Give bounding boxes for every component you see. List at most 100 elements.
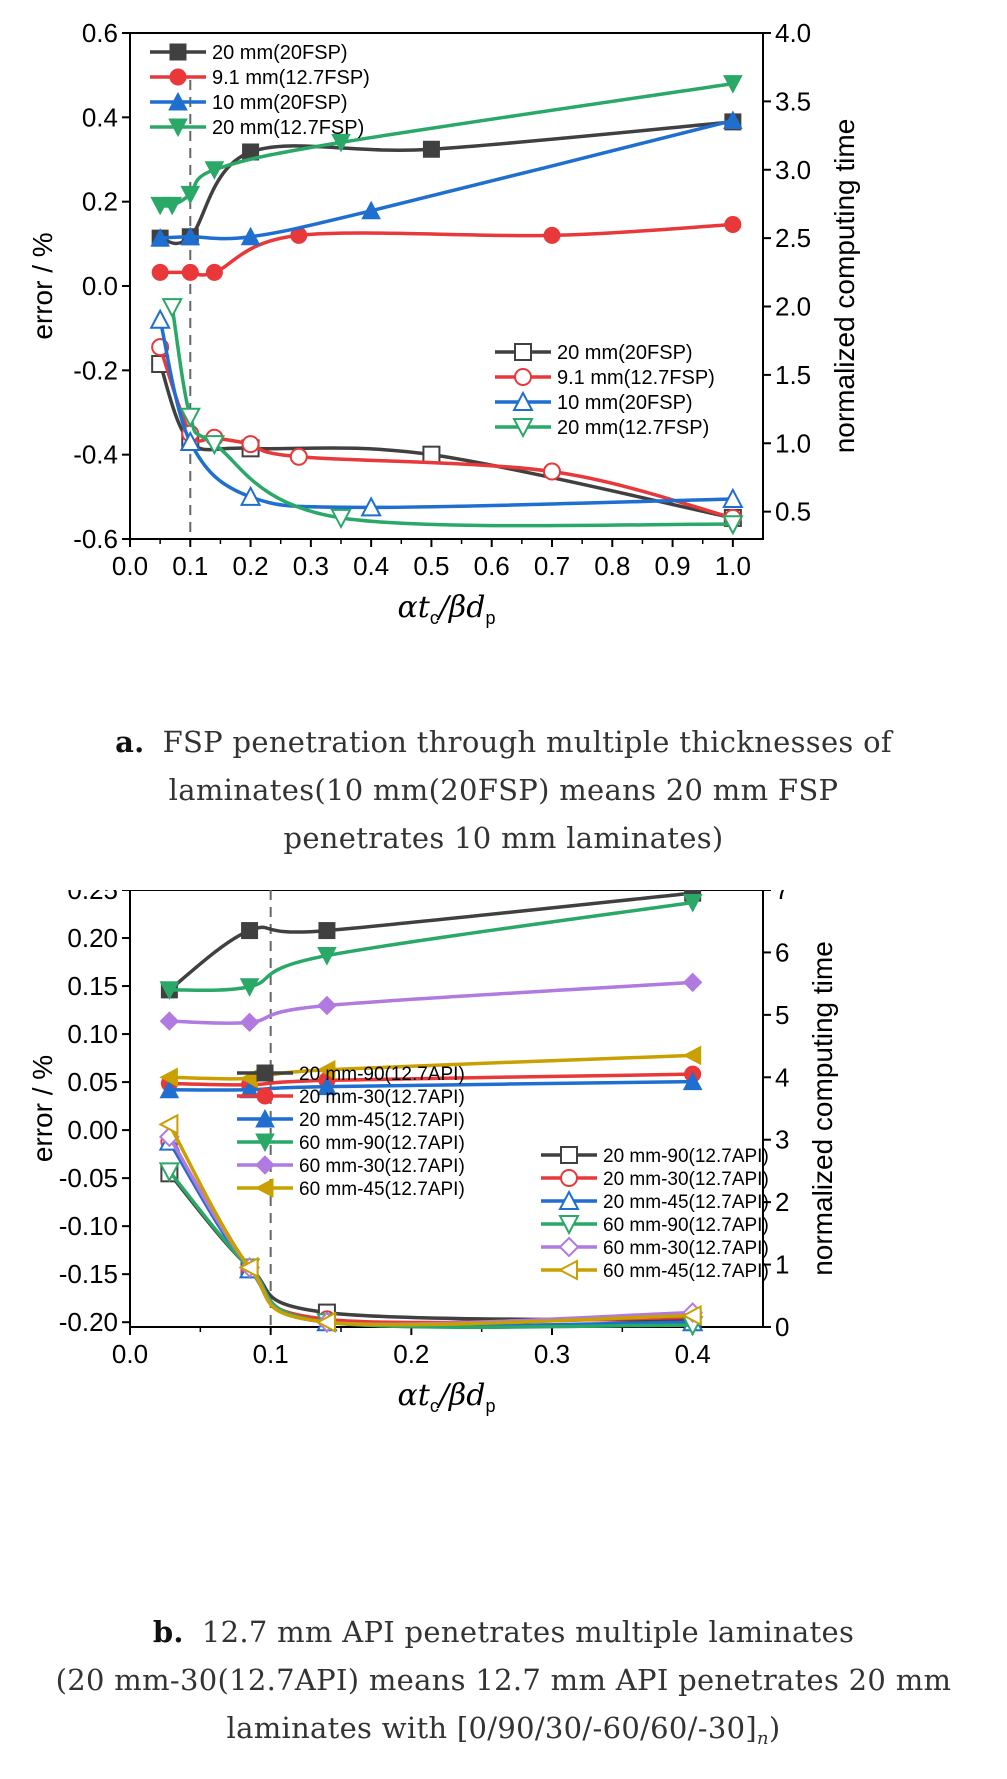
series-line [168,891,693,992]
data-point [317,995,337,1016]
legend-marker [558,1215,580,1236]
y2-tick-label: 4.0 [775,18,811,48]
legend-marker [256,1087,274,1105]
x-tick-label: 0.0 [112,551,148,581]
data-point [543,226,561,244]
data-point [239,978,260,997]
series-line [159,120,734,246]
legend-marker [514,343,532,361]
data-point [149,308,171,329]
legend-label: 60 mm-30(12.7API) [299,1156,465,1177]
chart-b-y2label: normalized computing time [807,941,838,1276]
chart-a-xlabel: αtc/βdp [398,590,496,628]
legend-label: 20 mm-30(12.7API) [299,1087,465,1108]
chart-b-ylabel: error / % [27,1055,58,1162]
chart-a: 0.0 0.1 0.2 0.3 0.4 0.5 0.6 0.7 0.8 0.9 1.0 -0.6 -0.… [0,0,1007,700]
chart-a-ylabel: error / % [27,232,58,339]
data-point [239,485,262,506]
chart-a-svg: 0.0 0.1 0.2 0.3 0.4 0.5 0.6 0.7 0.8 0.9 1.0 -0.6 -0.… [27,18,860,628]
data-point [543,462,561,481]
y2-tick-label: 0 [775,1312,789,1342]
legend-label: 10 mm(20FSP) [557,392,693,414]
y2-tick-label: 3.5 [775,86,811,116]
x-tick-label: 0.1 [253,1339,289,1369]
y2-tick-label: 1 [775,1250,789,1280]
y-tick-label: 0.4 [82,102,118,132]
caption-a-line-3: penetrates 10 mm laminates) [283,821,724,855]
legend-item: 20 mm(20FSP) [150,42,348,64]
data-point [239,1012,260,1033]
y-tick-label: -0.05 [59,1163,118,1193]
data-point [241,435,260,454]
legend-marker [169,68,187,86]
data-point [360,496,382,517]
series-error-7 [161,298,744,536]
legend-label: 20 mm-90(12.7API) [299,1064,465,1085]
data-point [422,445,441,464]
data-point [722,487,744,508]
data-point [289,447,308,466]
legend-item: 20 mm-90(12.7API) [541,1146,769,1167]
x-tick-label: 0.3 [534,1339,570,1369]
legend-marker [169,43,187,61]
series-line [158,319,733,510]
data-point [159,1067,178,1088]
data-point [723,75,743,94]
series-time-3 [150,75,743,216]
x-tick-label: 0.3 [293,551,329,581]
caption-b-subscript: n [756,1728,769,1749]
x-tick-label: 0.2 [232,551,268,581]
y-tick-label: 0.2 [82,187,118,217]
legend-label: 60 mm-45(12.7API) [299,1179,465,1200]
y-tick-label: 0.00 [67,1115,118,1145]
data-point [317,947,337,966]
data-point [682,972,703,993]
data-point [681,1304,702,1327]
legend-item: 20 mm-30(12.7API) [541,1169,769,1190]
data-point [682,1045,702,1066]
legend-marker [512,390,534,411]
caption-a-line-2: laminates(10 mm(20FSP) means 20 mm FSP [168,773,839,807]
y2-tick-label: 2.0 [775,292,811,322]
legend-item: 60 mm-30(12.7API) [237,1155,465,1177]
chart-a-caption: a. FSP penetration through multiple thick… [0,718,1007,862]
y-tick-label: 0.10 [67,1019,118,1049]
legend-label: 60 mm-45(12.7API) [603,1261,769,1282]
y-tick-label: -0.2 [73,355,118,385]
data-point [151,263,169,281]
data-point [180,185,201,205]
data-point [330,508,352,530]
x-tick-label: 0.6 [474,551,510,581]
data-point [181,263,199,281]
legend-marker [514,368,532,386]
legend-item: 10 mm(20FSP) [150,91,348,114]
y-tick-label: -0.20 [59,1307,118,1337]
y-tick-label: 0.6 [82,18,118,48]
chart-b-legend-time: 20 mm-90(12.7API)20 mm-30(12.7API)20 mm-… [237,1064,465,1200]
legend-item: 20 mm(20FSP) [495,342,693,364]
data-point [150,228,170,247]
x-tick-label: 0.8 [594,551,630,581]
legend-marker [557,1259,578,1281]
legend-label: 60 mm-90(12.7API) [299,1133,465,1154]
data-point [180,226,201,246]
legend-item: 60 mm-30(12.7API) [541,1236,769,1259]
legend-marker [256,1064,274,1082]
legend-label: 9.1 mm(12.7FSP) [212,67,370,89]
data-point [724,215,742,233]
x-tick-label: 1.0 [715,551,751,581]
legend-label: 9.1 mm(12.7FSP) [557,367,715,389]
series-line [169,900,693,993]
legend-label: 20 mm-90(12.7API) [603,1146,769,1167]
data-point [158,1162,181,1183]
data-point [316,1059,336,1080]
x-tick-label: 0.1 [172,551,208,581]
legend-marker [560,1146,578,1164]
data-point [159,1011,180,1031]
legend-item: 20 mm-30(12.7API) [237,1087,465,1108]
x-tick-label: 0.9 [654,551,690,581]
y-tick-label: 0.20 [67,923,118,953]
y-tick-label: 0.15 [67,971,118,1001]
series-line [169,1079,693,1092]
caption-b-line-3: laminates with [0/90/30/-60/60/-30] [226,1711,757,1745]
